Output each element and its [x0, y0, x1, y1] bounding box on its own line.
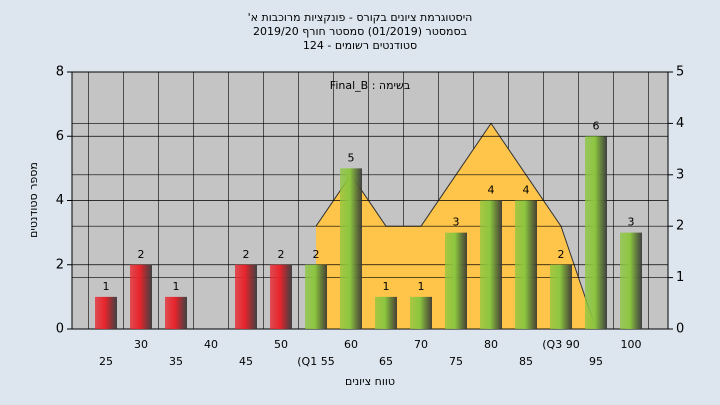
- x-tick-label: 40: [204, 338, 218, 351]
- bar: [620, 232, 642, 329]
- annotation: בשימה : Final_B: [330, 79, 410, 92]
- value-label: 4: [523, 184, 530, 197]
- bar: [550, 264, 572, 329]
- x-tick-label: 35: [169, 355, 183, 368]
- y-tick-label: 4: [56, 193, 64, 208]
- value-label: 1: [418, 280, 425, 293]
- y-tick-label: 6: [56, 129, 64, 144]
- x-tick-label: 65: [379, 355, 393, 368]
- bar: [235, 264, 257, 329]
- x-tick-label: 95: [589, 355, 603, 368]
- x-tick-label: (Q3 90: [542, 338, 579, 351]
- title-line: בסמסטר (01/2019) סמסטר חורף 2019/20: [253, 25, 467, 38]
- bar: [515, 200, 537, 329]
- bar: [130, 264, 152, 329]
- y-tick-label: 0: [56, 322, 64, 337]
- y-tick-label: 8: [56, 65, 64, 80]
- value-label: 2: [138, 248, 145, 261]
- x-tick-label: 100: [621, 338, 642, 351]
- bar: [340, 168, 362, 329]
- y2-tick-label: 4: [676, 116, 684, 131]
- y2-tick-label: 1: [676, 270, 684, 285]
- bar: [410, 296, 432, 329]
- y-tick-label: 2: [56, 257, 64, 272]
- value-label: 2: [243, 248, 250, 261]
- bar: [165, 296, 187, 329]
- y2-tick-label: 3: [676, 167, 684, 182]
- value-label: 3: [453, 216, 460, 229]
- value-label: 1: [103, 280, 110, 293]
- x-axis-label: טווח ציונים: [345, 375, 395, 388]
- x-tick-label: (Q1 55: [297, 355, 334, 368]
- x-tick-label: 70: [414, 338, 428, 351]
- x-tick-label: 45: [239, 355, 253, 368]
- title-line: סטודנטים רשומים - 124: [303, 39, 417, 52]
- value-label: 2: [313, 248, 320, 261]
- value-label: 2: [558, 248, 565, 261]
- y2-tick-label: 0: [676, 322, 684, 337]
- bar: [95, 296, 117, 329]
- bar: [270, 264, 292, 329]
- x-tick-label: 60: [344, 338, 358, 351]
- bar: [305, 264, 327, 329]
- value-label: 4: [488, 184, 495, 197]
- value-label: 3: [628, 216, 635, 229]
- y2-tick-label: 5: [676, 65, 684, 80]
- x-tick-label: 30: [134, 338, 148, 351]
- x-tick-label: 80: [484, 338, 498, 351]
- x-tick-label: 25: [99, 355, 113, 368]
- x-tick-label: 50: [274, 338, 288, 351]
- y-axis-label: מספר סטודנטים: [27, 162, 40, 238]
- y2-tick-label: 2: [676, 219, 684, 234]
- x-tick-label: 75: [449, 355, 463, 368]
- bar: [585, 136, 607, 329]
- value-label: 2: [278, 248, 285, 261]
- x-tick-label: 85: [519, 355, 533, 368]
- value-label: 1: [173, 280, 180, 293]
- value-label: 1: [383, 280, 390, 293]
- bar: [375, 296, 397, 329]
- title-line: היסטוגרמת ציונים בקורס - פונקציות מרוכבו…: [248, 11, 473, 24]
- bar: [445, 232, 467, 329]
- value-label: 6: [593, 119, 600, 132]
- value-label: 5: [348, 151, 355, 164]
- bar: [480, 200, 502, 329]
